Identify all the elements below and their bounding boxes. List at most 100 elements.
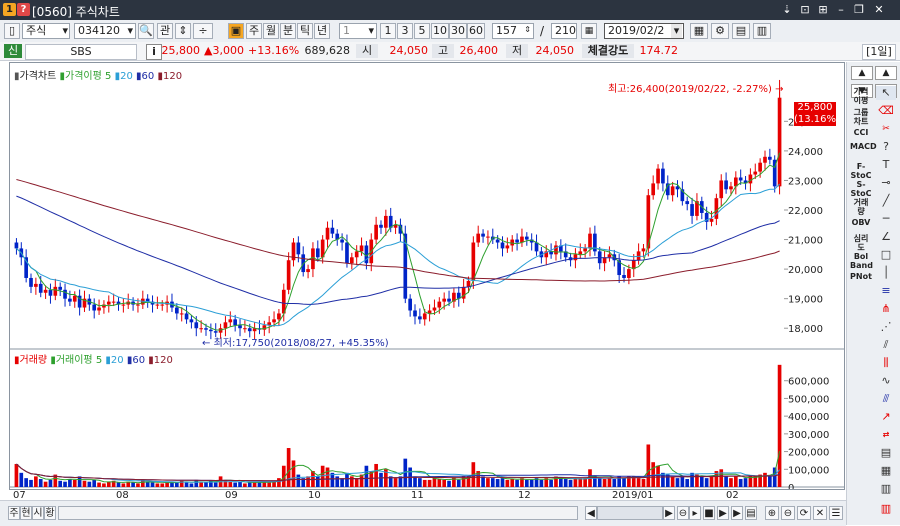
tool-volume[interactable]: 거래량 bbox=[853, 198, 869, 216]
print-icon[interactable]: ▥ bbox=[753, 23, 771, 39]
info-button[interactable]: i bbox=[146, 44, 162, 60]
vline-tool-icon[interactable]: │ bbox=[882, 266, 890, 279]
eraser-icon[interactable]: ⌫ bbox=[878, 104, 894, 117]
auto-tool-icon[interactable]: ⇄ bbox=[882, 430, 890, 439]
restore-icon[interactable]: ❐ bbox=[854, 3, 864, 16]
tool-group-chart[interactable]: 그룹차트 bbox=[853, 108, 869, 126]
interest-button[interactable]: 관 bbox=[157, 23, 173, 39]
period-month-button[interactable]: 월 bbox=[263, 23, 279, 39]
calendar-icon[interactable]: ▦ bbox=[690, 23, 708, 39]
search-icon[interactable]: 🔍 bbox=[138, 23, 154, 39]
trend-tool-icon[interactable]: ↗ bbox=[881, 410, 891, 423]
panel-up-icon[interactable]: ▲ bbox=[851, 66, 873, 80]
bar-tool-icon[interactable]: ▥ bbox=[880, 482, 892, 495]
tab-market[interactable]: 시 bbox=[32, 506, 44, 520]
panel-up2-icon[interactable]: ▲ bbox=[875, 66, 897, 80]
step-buttons-icon[interactable]: ÷ bbox=[193, 23, 213, 39]
scroll-thumb[interactable] bbox=[597, 506, 663, 520]
angle-tool-icon[interactable]: ∠ bbox=[881, 230, 891, 243]
period-badge: [1일] bbox=[862, 44, 896, 60]
tab-status[interactable]: 황 bbox=[44, 506, 56, 520]
delete-all-icon[interactable]: ✂ bbox=[882, 124, 890, 134]
help-tool-icon[interactable]: ? bbox=[883, 140, 889, 153]
table-tool-icon[interactable]: ▦ bbox=[880, 464, 892, 477]
price-candle bbox=[14, 242, 19, 249]
stock-chart[interactable]: 18,000 19,000 20,000 21,000 22,000 23,000 24,0… bbox=[10, 63, 844, 489]
tool-bollinger[interactable]: Bol Band bbox=[850, 252, 873, 270]
tab-week[interactable]: 주 bbox=[8, 506, 20, 520]
pin-icon[interactable]: ⇣ bbox=[782, 3, 792, 16]
fast-forward-icon[interactable]: ▶ bbox=[731, 506, 743, 520]
chart-area[interactable]: 18,000 19,000 20,000 21,000 22,000 23,000 24,0… bbox=[9, 62, 845, 501]
asset-type-select[interactable]: 주식 ▾ bbox=[22, 23, 70, 39]
interval-1-button[interactable]: 1 bbox=[380, 23, 396, 39]
interval-5-button[interactable]: 5 bbox=[414, 23, 430, 39]
save-icon[interactable]: ▤ bbox=[732, 23, 750, 39]
period-minute-button[interactable]: 분 bbox=[280, 23, 296, 39]
tool-macd[interactable]: MACD bbox=[850, 142, 877, 151]
magnet-icon[interactable]: ⊸ bbox=[881, 176, 891, 189]
help-icon[interactable]: ? bbox=[17, 3, 30, 16]
price-candle bbox=[748, 174, 753, 184]
count-input[interactable]: 157 ⇕ bbox=[492, 23, 534, 39]
close-icon[interactable]: ✕ bbox=[874, 3, 884, 16]
play-icon[interactable]: ▸ bbox=[689, 506, 701, 520]
line-tool-icon[interactable]: ╱ bbox=[882, 194, 890, 207]
hline-tool-icon[interactable]: ─ bbox=[882, 212, 890, 225]
gann-tool-icon[interactable]: ⋔ bbox=[881, 302, 891, 315]
volume-bar bbox=[19, 472, 24, 487]
interval-60-button[interactable]: 60 bbox=[467, 23, 485, 39]
tool-psychology[interactable]: 심리도 bbox=[853, 234, 869, 252]
period-year-button[interactable]: 년 bbox=[314, 23, 330, 39]
tool-slow-stoch[interactable]: S-StoC bbox=[850, 180, 872, 198]
cursor-icon[interactable]: ↖ bbox=[876, 86, 896, 100]
scroll-right-icon[interactable]: ▶ bbox=[663, 506, 675, 520]
fan-tool-icon[interactable]: ⋰ bbox=[880, 320, 892, 333]
wave-tool-icon[interactable]: ∿ bbox=[881, 374, 891, 387]
scroll-track[interactable] bbox=[58, 506, 578, 520]
tool-fast-stoch[interactable]: F-StoC bbox=[850, 162, 872, 180]
close-tool-icon[interactable]: ✕ bbox=[813, 506, 827, 520]
channel-tool-icon[interactable]: ⫽ bbox=[883, 338, 889, 351]
tab-current[interactable]: 현 bbox=[20, 506, 32, 520]
chart-tool-icon[interactable]: ▥ bbox=[880, 502, 892, 515]
interval-input[interactable]: 1 ▾ bbox=[339, 23, 377, 39]
tool-obv[interactable]: OBV bbox=[851, 218, 871, 227]
panel-toggle-icon[interactable]: ▯ bbox=[4, 23, 20, 39]
speed-tool-icon[interactable]: ⫻ bbox=[882, 392, 890, 405]
settings-icon[interactable]: ⚙ bbox=[711, 23, 729, 39]
fibo-tool-icon[interactable]: ≡ bbox=[881, 284, 891, 297]
interval-3-button[interactable]: 3 bbox=[397, 23, 413, 39]
volume-bar bbox=[486, 478, 490, 487]
cycle-tool-icon[interactable]: ⫼ bbox=[883, 356, 889, 369]
minimize-icon[interactable]: – bbox=[838, 3, 844, 16]
price-candle bbox=[145, 298, 150, 302]
stepper-icon[interactable]: ⇕ bbox=[175, 23, 191, 39]
zoom-out-icon[interactable]: ⊖ bbox=[677, 506, 689, 520]
grid-view-icon[interactable]: ▤ bbox=[745, 506, 757, 520]
interval-30-button[interactable]: 30 bbox=[449, 23, 467, 39]
text-tool-icon[interactable]: T bbox=[882, 158, 890, 171]
date-select[interactable]: 2019/02/2 ▾ bbox=[604, 23, 684, 39]
layout-tool-icon[interactable]: ▤ bbox=[880, 446, 892, 459]
panel-down-icon[interactable]: ▼ bbox=[851, 84, 873, 98]
period-week-button[interactable]: 주 bbox=[246, 23, 262, 39]
zoom-in-icon[interactable]: ⊕ bbox=[765, 506, 779, 520]
tool-price-ma[interactable]: 가격이평 bbox=[853, 87, 869, 105]
stop-icon[interactable]: ■ bbox=[703, 506, 715, 520]
scroll-left-icon[interactable]: ◀ bbox=[585, 506, 597, 520]
rect-tool-icon[interactable]: □ bbox=[880, 248, 892, 261]
tool-pnf[interactable]: PNot bbox=[850, 272, 872, 281]
period-day-icon[interactable]: ▣ bbox=[228, 23, 244, 39]
interval-10-button[interactable]: 10 bbox=[431, 23, 449, 39]
stock-code-input[interactable]: 034120 ▾ bbox=[74, 23, 136, 39]
link-icon[interactable]: ⊡ bbox=[800, 3, 810, 16]
grid-icon[interactable]: ⊞ bbox=[818, 3, 828, 16]
tool-cci[interactable]: CCI bbox=[853, 128, 869, 137]
options-icon[interactable]: ☰ bbox=[829, 506, 843, 520]
zoom-out-2-icon[interactable]: ⊖ bbox=[781, 506, 795, 520]
refresh-icon[interactable]: ⟳ bbox=[797, 506, 811, 520]
next-icon[interactable]: ▶ bbox=[717, 506, 729, 520]
calendar-small-icon[interactable]: ▦ bbox=[581, 23, 597, 39]
period-tick-button[interactable]: 틱 bbox=[297, 23, 313, 39]
